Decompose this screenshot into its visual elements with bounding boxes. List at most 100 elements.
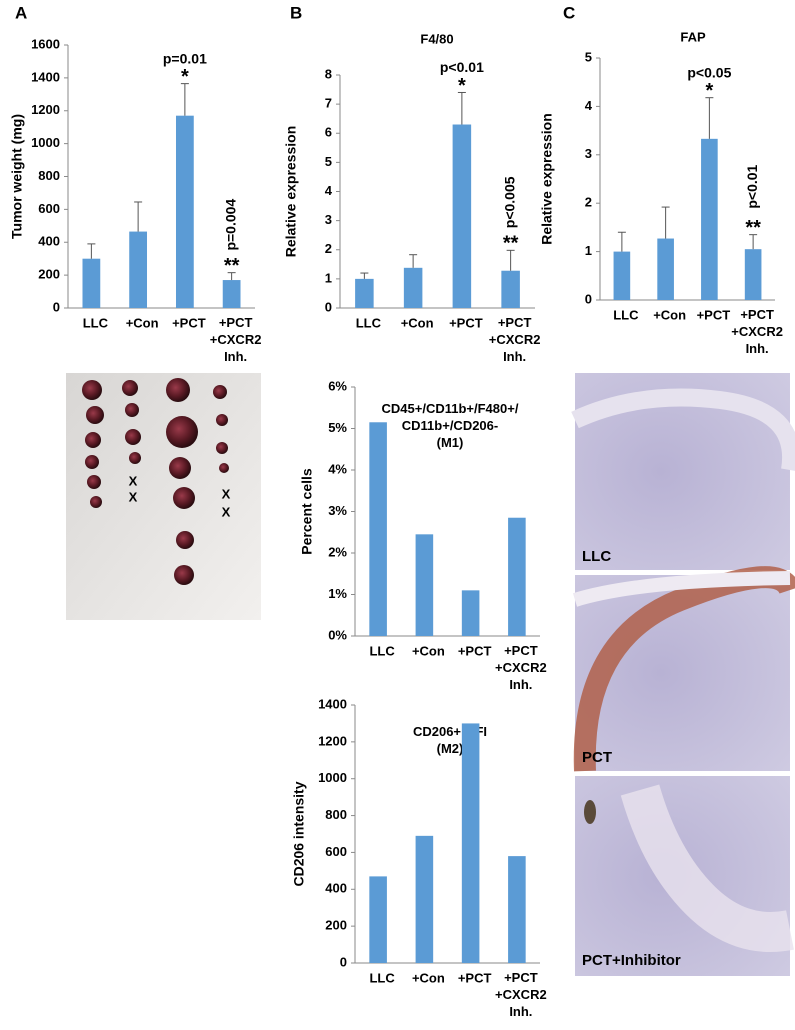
x-tick-label: +Con xyxy=(126,315,159,330)
chart-title: F4/80 xyxy=(420,31,453,46)
y-tick-label: 1% xyxy=(328,586,347,601)
bar xyxy=(222,280,241,308)
bar xyxy=(129,231,148,308)
panel-letter: B xyxy=(290,3,302,22)
x-tick-label: +Con xyxy=(412,643,445,658)
x-tick-label: LLC xyxy=(369,643,395,658)
x-tick-label: LLC xyxy=(613,307,639,322)
image-label: PCT xyxy=(582,749,612,766)
x-tick-label: +Con xyxy=(412,970,445,985)
x-tick-label: +PCT xyxy=(449,315,483,330)
bar xyxy=(744,249,762,300)
y-axis-label: Percent cells xyxy=(299,468,315,555)
chart-title: CD45+/CD11b+/F480+/CD11b+/CD206-(M1) xyxy=(382,401,519,450)
y-tick-label: 4 xyxy=(325,183,333,198)
p-value: p<0.01 xyxy=(440,59,484,75)
significance-stars: * xyxy=(181,66,189,88)
y-axis-label: Tumor weight (mg) xyxy=(9,114,25,239)
bar xyxy=(369,422,387,636)
x-tick-label: LLC xyxy=(356,315,382,330)
bar xyxy=(403,267,423,308)
y-tick-label: 1000 xyxy=(318,770,347,785)
bar xyxy=(415,534,434,636)
x-tick-label: +PCT +CXCR2 Inh. xyxy=(489,315,541,364)
histology-pct xyxy=(572,566,795,772)
y-tick-label: 0 xyxy=(53,299,60,314)
photo-mark: X xyxy=(222,504,231,519)
y-tick-label: 1600 xyxy=(31,36,60,51)
y-tick-label: 0 xyxy=(325,299,332,314)
chart-title: FAP xyxy=(680,29,706,44)
x-tick-label: +PCT +CXCR2 Inh. xyxy=(495,970,547,1019)
x-tick-label: +PCT +CXCR2 Inh. xyxy=(495,643,547,692)
y-tick-label: 0 xyxy=(340,954,347,969)
y-tick-label: 2% xyxy=(328,544,347,559)
bar xyxy=(657,238,674,300)
bar xyxy=(613,251,631,300)
significance-stars: ** xyxy=(224,255,240,277)
x-tick-label: +PCT +CXCR2 Inh. xyxy=(210,315,262,364)
y-tick-label: 2 xyxy=(585,195,592,210)
y-tick-label: 0% xyxy=(328,627,347,642)
y-tick-label: 1400 xyxy=(318,696,347,711)
p-value: p<0.005 xyxy=(501,176,517,228)
y-tick-label: 5 xyxy=(585,49,592,64)
p-value: p<0.01 xyxy=(744,164,760,208)
tumor-photo xyxy=(66,373,261,620)
significance-stars: ** xyxy=(503,233,519,255)
bar xyxy=(508,856,526,963)
photo-mark: X xyxy=(222,486,231,501)
x-tick-label: +PCT xyxy=(458,970,492,985)
significance-stars: ** xyxy=(745,217,761,239)
y-tick-label: 1 xyxy=(585,243,592,258)
y-tick-label: 200 xyxy=(38,267,60,282)
y-tick-label: 600 xyxy=(325,844,347,859)
y-tick-label: 2 xyxy=(325,241,332,256)
y-tick-label: 3% xyxy=(328,503,347,518)
x-tick-label: LLC xyxy=(369,970,395,985)
significance-stars: * xyxy=(705,80,713,102)
y-tick-label: 400 xyxy=(38,234,60,249)
y-tick-label: 1200 xyxy=(318,733,347,748)
bar xyxy=(501,270,520,308)
bar xyxy=(82,258,101,308)
y-tick-label: 600 xyxy=(38,201,60,216)
bar xyxy=(175,115,194,309)
y-tick-label: 6% xyxy=(328,378,347,393)
x-tick-label: +PCT xyxy=(458,643,492,658)
y-tick-label: 1400 xyxy=(31,69,60,84)
y-tick-label: 7 xyxy=(325,96,332,111)
x-tick-label: +Con xyxy=(401,315,434,330)
bar xyxy=(701,138,718,300)
panel-letter: C xyxy=(563,3,575,22)
bar xyxy=(415,835,434,963)
y-axis-label: Relative expression xyxy=(283,126,299,258)
p-value: p=0.004 xyxy=(222,199,238,251)
x-tick-label: +PCT xyxy=(697,307,731,322)
panel-letter: A xyxy=(15,3,27,22)
y-tick-label: 3 xyxy=(585,146,592,161)
y-tick-label: 800 xyxy=(38,168,60,183)
significance-stars: * xyxy=(458,75,466,97)
y-tick-label: 3 xyxy=(325,212,332,227)
bar xyxy=(452,124,472,308)
photo-mark: X xyxy=(129,473,138,488)
histology-pct-inhibitor xyxy=(575,776,794,976)
x-tick-label: +PCT +CXCR2 Inh. xyxy=(731,307,783,356)
bar xyxy=(369,876,387,963)
y-tick-label: 6 xyxy=(325,125,332,140)
x-tick-label: LLC xyxy=(83,315,109,330)
y-tick-label: 400 xyxy=(325,881,347,896)
y-tick-label: 5% xyxy=(328,420,347,435)
y-tick-label: 4 xyxy=(585,98,593,113)
y-tick-label: 800 xyxy=(325,807,347,822)
bar xyxy=(355,278,374,308)
p-value: p<0.05 xyxy=(687,64,731,80)
bar xyxy=(508,517,526,636)
y-tick-label: 1 xyxy=(325,270,332,285)
y-axis-label: CD206 intensity xyxy=(291,781,307,886)
photo-mark: X xyxy=(129,489,138,504)
y-axis-label: Relative expression xyxy=(539,113,555,245)
